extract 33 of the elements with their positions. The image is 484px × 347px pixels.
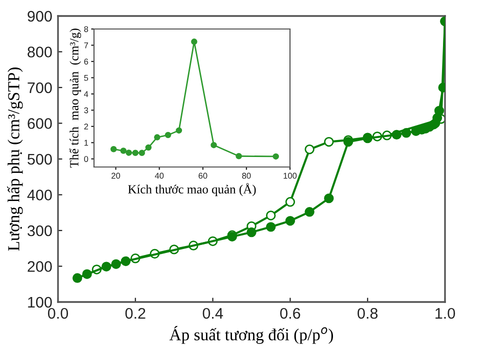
x-tick-label: 100	[284, 172, 297, 179]
y-tick-label: 100	[28, 296, 52, 308]
x-tick-label: 80	[242, 172, 251, 179]
x-tick-label: 0.0	[48, 308, 68, 319]
y-tick-label: 3	[84, 107, 88, 114]
x-tick-label: 0.4	[202, 308, 223, 319]
x-axis-title: Áp suất tương đối (p/p$^{o}$)	[169, 326, 333, 344]
y-axis-title: Lượng hấp phụ (cm³/gSTP)	[7, 68, 23, 251]
y-tick-label: 800	[28, 46, 52, 58]
y-axis-title: Thể tích mao quản (cm³/g)	[69, 28, 82, 168]
x-tick-label: 0.8	[358, 308, 378, 319]
x-axis-title: Kích thước mao quản (Å)	[128, 183, 256, 196]
y-tick-label: 0	[84, 156, 88, 162]
y-tick-label: 300	[28, 225, 52, 236]
x-tick-label: 0.6	[280, 308, 300, 319]
y-tick-label: 2	[84, 124, 88, 130]
y-tick-label: 600	[28, 118, 52, 129]
y-tick-label: 5	[84, 74, 88, 81]
y-tick-label: 7	[84, 42, 88, 48]
y-tick-label: 4	[84, 91, 88, 97]
x-tick-label: 1.0	[436, 308, 456, 319]
y-tick-label: 1	[84, 140, 88, 146]
y-tick-label: 6	[84, 58, 88, 65]
y-tick-label: 200	[28, 261, 52, 272]
x-tick-label: 0.2	[125, 308, 146, 319]
y-tick-label: 900	[28, 10, 52, 22]
x-tick-label: 20	[112, 172, 120, 179]
x-tick-label: 40	[154, 172, 164, 179]
y-tick-label: 400	[27, 190, 52, 200]
x-tick-label: 60	[198, 172, 208, 179]
y-tick-label: 700	[28, 82, 52, 94]
y-tick-label: 500	[28, 154, 52, 165]
y-tick-label: 8	[84, 26, 88, 32]
